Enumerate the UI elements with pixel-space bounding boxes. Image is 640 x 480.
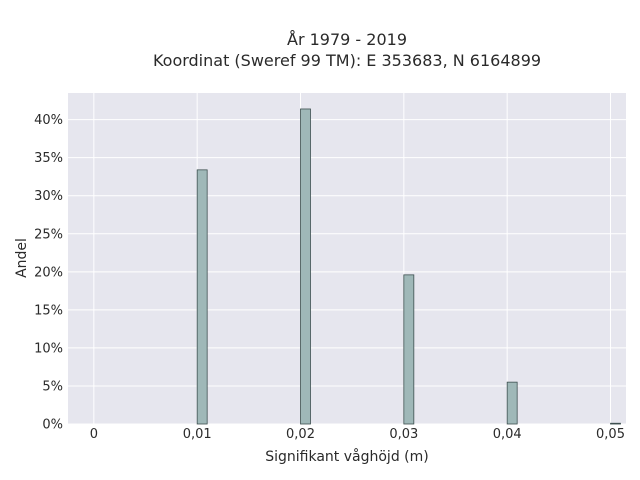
plot-area [68, 93, 626, 424]
x-tick-label: 0,03 [389, 427, 418, 442]
y-tick-label: 15% [34, 303, 63, 318]
x-axis-ticks: 0 0,01 0,02 0,03 0,04 0,05 [90, 427, 625, 442]
bar [300, 108, 311, 425]
y-axis-label: Andel [14, 238, 30, 278]
y-axis-ticks: 0% 5% 10% 15% 20% 25% 30% 35% 40% [34, 113, 63, 432]
y-tick-label: 35% [34, 151, 63, 166]
y-tick-label: 20% [34, 265, 63, 280]
chart-title: År 1979 - 2019 [287, 30, 407, 49]
y-tick-label: 0% [42, 418, 63, 433]
x-tick-label: 0,04 [493, 427, 522, 442]
x-tick-label: 0,01 [183, 427, 212, 442]
bars [196, 108, 621, 425]
x-tick-label: 0 [90, 427, 98, 442]
bar [196, 169, 208, 425]
y-tick-label: 5% [42, 379, 63, 394]
y-tick-label: 40% [34, 113, 63, 128]
bar [610, 422, 621, 425]
x-tick-label: 0,05 [596, 427, 625, 442]
y-tick-label: 30% [34, 189, 63, 204]
bar [403, 274, 415, 425]
x-axis-label: Signifikant våghöjd (m) [265, 448, 428, 465]
y-tick-label: 10% [34, 341, 63, 356]
x-tick-label: 0,02 [286, 427, 315, 442]
bar [506, 381, 518, 425]
chart-subtitle: Koordinat (Sweref 99 TM): E 353683, N 61… [153, 51, 541, 70]
y-tick-label: 25% [34, 227, 63, 242]
